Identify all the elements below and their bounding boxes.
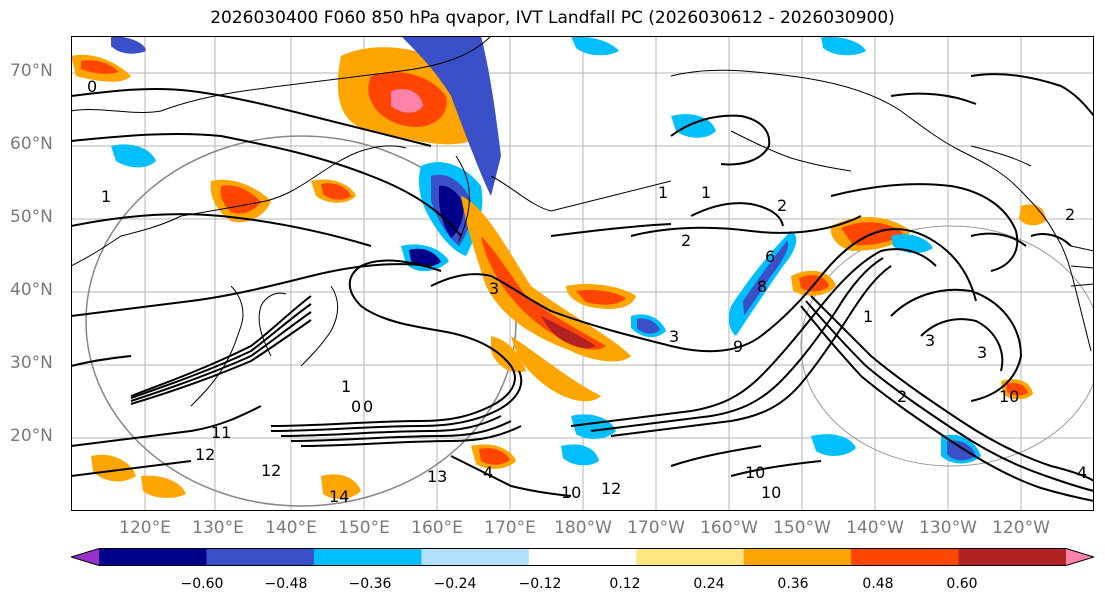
lon-label: 160°E — [411, 518, 463, 538]
colorbar-bin — [958, 548, 1067, 566]
contour-label: 10 — [761, 483, 781, 502]
contour-label: 10 — [745, 463, 765, 482]
contour-label: 4 — [1077, 463, 1087, 482]
contour-label: 4 — [483, 463, 493, 482]
contour-label: 3 — [925, 331, 935, 350]
colorbar-bin — [421, 548, 530, 566]
lon-label: 180°W — [554, 518, 612, 538]
contour-label: 11 — [211, 423, 231, 442]
colorbar-bin — [1066, 548, 1094, 566]
colorbar-tick-label: −0.60 — [180, 576, 224, 592]
colorbar-bin — [636, 548, 745, 566]
contour-label: 1 — [863, 307, 873, 326]
contour-label: 1 — [341, 377, 351, 396]
lat-label-30n: 30°N — [10, 353, 53, 373]
contour-label: 6 — [765, 247, 775, 266]
coastlines — [71, 36, 1094, 407]
colorbar-outline — [71, 548, 1094, 566]
lat-label-50n: 50°N — [10, 207, 53, 227]
lon-label: 120°W — [992, 518, 1050, 538]
contour-label: 12 — [261, 461, 281, 480]
lon-label: 130°W — [919, 518, 977, 538]
contour-label: 8 — [757, 277, 767, 296]
lat-label-70n: 70°N — [10, 61, 53, 81]
lon-label: 150°W — [773, 518, 831, 538]
colorbar-tick-label: 0.36 — [777, 576, 809, 592]
colorbar-tick-label: 0.60 — [946, 576, 978, 592]
colorbar-bin — [71, 548, 99, 566]
colorbar-bin — [99, 548, 207, 566]
contour-label: 3 — [669, 327, 679, 346]
colorbar-tick-label: −0.24 — [433, 576, 477, 592]
colorbar-tick-label: 0.12 — [609, 576, 641, 592]
contour-label: 1 — [658, 183, 668, 202]
contour-label: 10 — [999, 387, 1019, 406]
colorbar-tick-label: 0.24 — [693, 576, 725, 592]
contours — [71, 73, 1094, 502]
contour-label: 3 — [977, 343, 987, 362]
colorbar-tick-label: −0.36 — [348, 576, 392, 592]
lon-label: 140°W — [846, 518, 904, 538]
contour-label: 0 — [87, 77, 97, 96]
lat-label-20n: 20°N — [10, 426, 53, 446]
contour-label: 2 — [897, 387, 907, 406]
contour-label: 2 — [1065, 205, 1075, 224]
contour-label: 12 — [195, 445, 215, 464]
map-title: 2026030400 F060 850 hPa qvapor, IVT Land… — [210, 8, 895, 28]
lon-label: 170°E — [484, 518, 536, 538]
colorbar-bin — [206, 548, 315, 566]
lat-label-60n: 60°N — [10, 134, 53, 154]
colorbar-bin — [851, 548, 960, 566]
contour-label: 1 — [701, 183, 711, 202]
colorbar-tick-label: −0.12 — [518, 576, 562, 592]
contour-label: 2 — [777, 196, 787, 215]
map-plot: 0 1 1 1 1 2 2 2 3 3 3 3 4 6 8 9 0 0 10 1… — [71, 36, 1094, 511]
colorbar-tick-label: 0.48 — [862, 576, 894, 592]
colorbar-tick-label: −0.48 — [264, 576, 308, 592]
contour-labels: 0 1 1 1 1 2 2 2 3 3 3 3 4 6 8 9 0 0 10 1… — [87, 77, 1087, 506]
lon-label: 140°E — [265, 518, 317, 538]
contour-label: 12 — [601, 479, 621, 498]
lat-label-40n: 40°N — [10, 280, 53, 300]
contour-label: 10 — [561, 483, 581, 502]
contour-label: 14 — [329, 487, 349, 506]
contour-label: 9 — [733, 337, 743, 356]
gray-outline-ellipse-2 — [800, 225, 1094, 467]
colorbar-bin — [743, 548, 852, 566]
colorbar-bin — [528, 548, 637, 566]
contour-label: 0 — [351, 397, 361, 416]
lon-label: 170°W — [627, 518, 685, 538]
lon-label: 160°W — [700, 518, 758, 538]
contour-label: 13 — [427, 467, 447, 486]
contour-label: 2 — [681, 231, 691, 250]
lon-label: 130°E — [192, 518, 244, 538]
lon-label: 120°E — [119, 518, 171, 538]
contour-label: 1 — [101, 187, 111, 206]
lon-label: 150°E — [338, 518, 390, 538]
colorbar-bin — [313, 548, 422, 566]
colorbar — [71, 548, 1094, 566]
contour-label: 3 — [489, 279, 499, 298]
contour-label: 0 — [363, 397, 373, 416]
